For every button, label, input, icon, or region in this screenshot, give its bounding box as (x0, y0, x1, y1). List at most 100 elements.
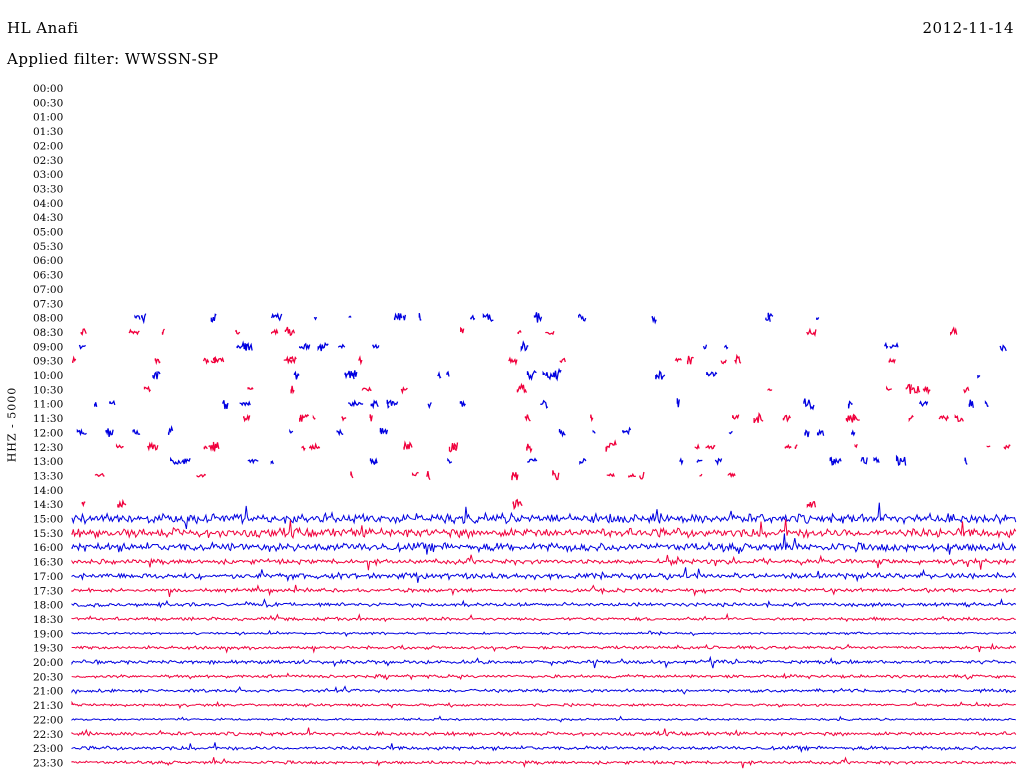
event-burst (911, 386, 921, 394)
event-burst (816, 428, 825, 436)
event-burst (963, 386, 970, 394)
event-burst (336, 428, 344, 437)
row-time-label: 01:00 (33, 112, 63, 124)
row-time-label: 15:00 (33, 514, 63, 526)
event-burst (81, 501, 86, 508)
event-burst (854, 443, 858, 449)
event-burst (470, 314, 476, 321)
event-burst (605, 439, 617, 452)
event-burst (542, 370, 546, 376)
row-time-label: 07:00 (33, 284, 63, 296)
event-burst (533, 312, 543, 323)
event-burst (482, 313, 494, 323)
event-burst (938, 414, 949, 422)
event-burst (372, 343, 380, 349)
event-burst (968, 399, 974, 408)
event-burst (437, 370, 442, 379)
event-burst (804, 429, 810, 438)
event-burst (341, 416, 347, 422)
event-burst (154, 358, 161, 366)
event-burst (369, 414, 373, 422)
event-burst (210, 355, 217, 364)
event-burst (78, 344, 86, 350)
event-burst (301, 445, 306, 452)
event-burst (686, 355, 694, 365)
trace-2130 (71, 700, 1016, 710)
event-burst (76, 428, 84, 437)
row-time-label: 15:30 (33, 528, 63, 540)
event-burst (699, 473, 703, 477)
event-burst (247, 458, 259, 465)
event-burst (299, 342, 311, 351)
event-burst (80, 328, 87, 336)
event-burst (379, 427, 389, 435)
event-burst (82, 432, 87, 435)
event-burst (520, 340, 529, 353)
event-burst (370, 399, 379, 410)
event-burst (606, 472, 615, 478)
event-burst (694, 443, 700, 450)
row-time-label: 16:00 (33, 542, 63, 554)
event-burst (239, 400, 251, 407)
event-burst (627, 426, 632, 433)
event-burst (117, 498, 127, 508)
event-burst (516, 382, 528, 394)
event-burst (651, 315, 657, 325)
event-burst (578, 313, 587, 322)
event-burst (727, 472, 736, 479)
event-burst (545, 331, 555, 336)
row-time-label: 20:00 (33, 657, 63, 669)
row-time-label: 14:30 (33, 499, 63, 511)
event-burst (714, 457, 723, 466)
row-time-label: 13:30 (33, 470, 63, 482)
trace-2330 (71, 756, 1017, 769)
event-burst (734, 353, 742, 365)
event-burst (418, 313, 422, 321)
trace-1930 (71, 642, 1017, 654)
row-time-label: 06:30 (33, 270, 63, 282)
event-burst (285, 355, 297, 365)
event-burst (908, 414, 914, 423)
event-burst (348, 315, 352, 318)
plot-date: 2012-11-14 (922, 19, 1014, 37)
event-burst (829, 456, 836, 466)
event-burst (243, 342, 253, 351)
event-burst (348, 399, 357, 408)
event-burst (552, 470, 560, 481)
event-burst (426, 470, 431, 480)
event-burst (448, 442, 459, 453)
event-burst (852, 413, 860, 421)
event-burst (338, 343, 346, 350)
event-burst (1003, 444, 1011, 450)
trace-2100 (71, 685, 1017, 695)
event-burst (299, 414, 310, 422)
row-time-label: 10:30 (33, 384, 63, 396)
event-burst (705, 444, 716, 450)
event-burst (115, 443, 124, 449)
event-burst (977, 375, 981, 379)
event-burst (400, 386, 408, 395)
event-burst (72, 355, 77, 364)
event-burst (203, 445, 208, 450)
event-burst (354, 400, 364, 406)
event-burst (271, 328, 279, 336)
event-burst (512, 498, 523, 511)
row-time-label: 01:30 (33, 126, 63, 138)
event-burst (453, 445, 457, 451)
event-burst (143, 385, 152, 393)
trace-2200 (71, 715, 1016, 723)
event-burst (235, 329, 241, 335)
row-time-label: 07:30 (33, 298, 63, 310)
event-burst (984, 400, 989, 407)
trace-1730 (71, 584, 1016, 598)
event-burst (806, 501, 817, 509)
row-time-label: 00:00 (33, 83, 63, 95)
row-time-label: 23:30 (33, 757, 63, 769)
event-burst (886, 385, 892, 391)
event-burst (460, 326, 465, 334)
event-burst (628, 472, 636, 478)
event-burst (196, 473, 207, 478)
event-burst (579, 457, 587, 465)
event-burst (702, 344, 708, 350)
event-burst (344, 370, 355, 380)
